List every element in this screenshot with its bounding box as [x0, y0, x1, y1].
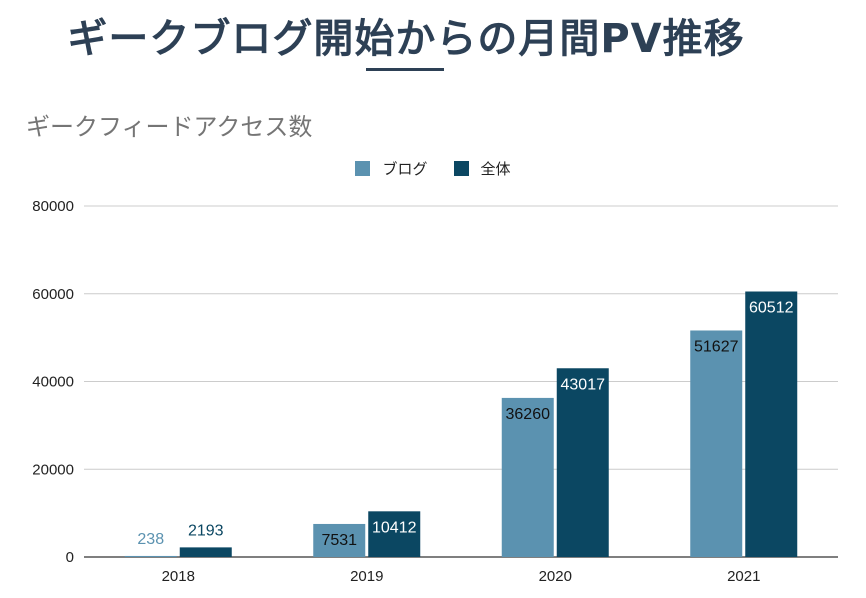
y-tick-label: 20000 — [32, 461, 74, 478]
data-label: 51627 — [694, 338, 739, 355]
y-tick-label: 40000 — [32, 374, 74, 391]
y-tick-label: 60000 — [32, 286, 74, 303]
bar — [501, 397, 554, 557]
legend-swatch-total — [453, 160, 469, 176]
chart-legend: ブログ 全体 — [0, 156, 866, 180]
data-label: 43017 — [561, 376, 606, 393]
data-label: 2193 — [188, 522, 224, 539]
data-label: 60512 — [749, 300, 794, 317]
legend-item-blog: ブログ — [355, 158, 428, 179]
bar — [368, 511, 421, 557]
x-tick-label: 2021 — [727, 568, 760, 585]
page-title: ギークブログ開始からの月間PV推移 — [67, 16, 745, 62]
x-tick-label: 2020 — [539, 568, 572, 585]
bar — [179, 547, 232, 557]
title-underline — [366, 68, 444, 71]
x-tick-label: 2018 — [162, 568, 195, 585]
x-tick-label: 2019 — [350, 568, 383, 585]
legend-label-total: 全体 — [480, 159, 511, 178]
bar — [313, 523, 366, 557]
data-label: 7531 — [321, 532, 357, 549]
bar — [690, 330, 743, 557]
data-label: 10412 — [372, 519, 417, 536]
data-label: 36260 — [506, 406, 551, 423]
legend-swatch-blog — [355, 160, 371, 176]
bar — [745, 291, 798, 557]
bar — [556, 368, 609, 557]
bar — [124, 555, 177, 557]
y-tick-label: 0 — [66, 549, 74, 566]
y-tick-label: 80000 — [32, 198, 74, 215]
legend-item-total: 全体 — [453, 158, 511, 179]
legend-label-blog: ブログ — [382, 159, 428, 178]
data-label: 238 — [137, 531, 164, 548]
chart-title: ギークフィードアクセス数 — [26, 113, 313, 141]
